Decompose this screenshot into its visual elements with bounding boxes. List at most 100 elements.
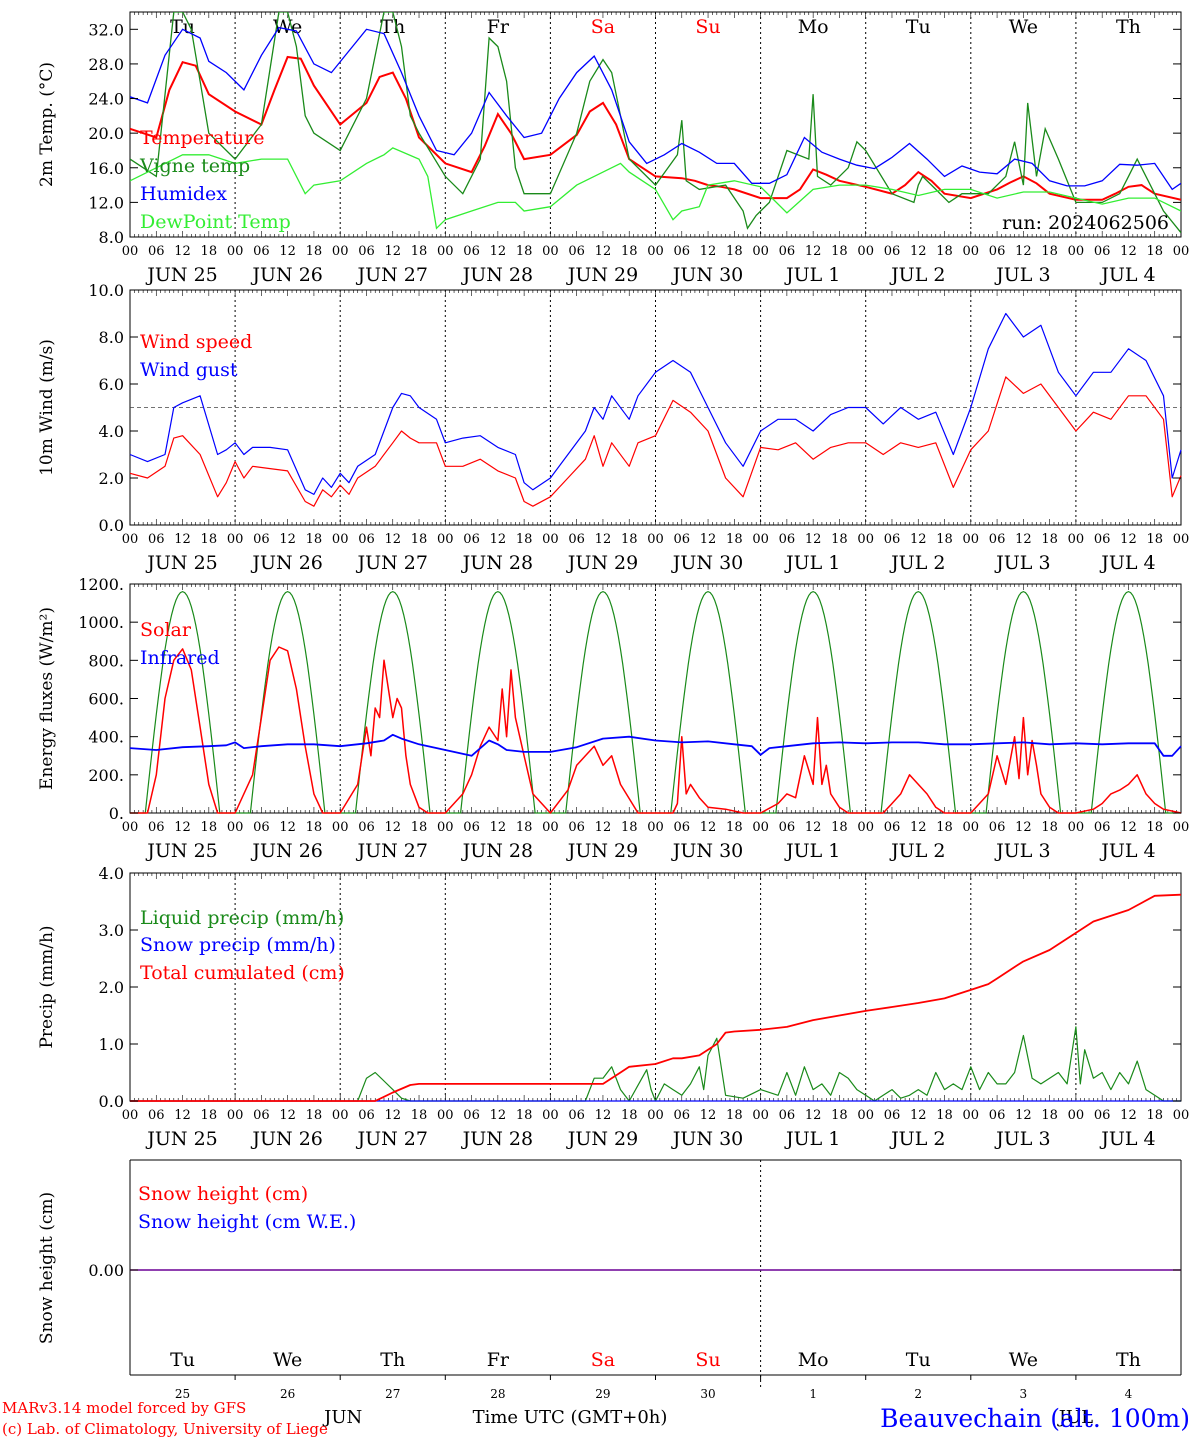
wind-hour-tick-label: 00 bbox=[752, 532, 769, 547]
flux-hour-tick-label: 00 bbox=[647, 820, 664, 835]
wind-hour-tick-label: 00 bbox=[227, 532, 244, 547]
flux-hour-tick-label: 06 bbox=[779, 820, 796, 835]
wind-hour-tick-label: 18 bbox=[411, 532, 428, 547]
precip-hour-tick-label: 06 bbox=[884, 1108, 901, 1123]
footer-model-text: MARv3.14 model forced by GFS bbox=[2, 1399, 246, 1417]
wind-hour-tick-label: 06 bbox=[253, 532, 270, 547]
flux-hour-tick-label: 18 bbox=[936, 820, 953, 835]
temp-series-line bbox=[130, 55, 1181, 201]
snow-day-label: Fr bbox=[487, 1349, 510, 1371]
precip-hour-tick-label: 12 bbox=[700, 1108, 717, 1123]
wind-y-tick-label: 8.0 bbox=[99, 328, 124, 347]
precip-hour-tick-label: 18 bbox=[306, 1108, 323, 1123]
flux-date-label: JUL 2 bbox=[889, 840, 945, 862]
temp-hour-tick-label: 00 bbox=[122, 244, 139, 259]
temp-axis-label: 2m Temp. (°C) bbox=[37, 62, 57, 187]
flux-hour-tick-label: 12 bbox=[910, 820, 927, 835]
flux-hour-tick-label: 12 bbox=[595, 820, 612, 835]
flux-hour-tick-label: 06 bbox=[148, 820, 165, 835]
precip-hour-tick-label: 12 bbox=[595, 1108, 612, 1123]
wind-hour-tick-label: 12 bbox=[490, 532, 507, 547]
flux-hour-tick-label: 06 bbox=[884, 820, 901, 835]
precip-axis-label: Precip (mm/h) bbox=[37, 925, 57, 1048]
wind-hour-tick-label: 12 bbox=[174, 532, 191, 547]
precip-date-label: JUN 27 bbox=[356, 1128, 428, 1150]
wind-hour-tick-label: 12 bbox=[279, 532, 296, 547]
temp-hour-tick-label: 00 bbox=[857, 244, 874, 259]
temp-y-tick-label: 8.0 bbox=[99, 228, 124, 247]
temp-date-label: JUN 25 bbox=[145, 264, 217, 286]
flux-hour-tick-label: 12 bbox=[279, 820, 296, 835]
wind-y-tick-label: 4.0 bbox=[99, 422, 124, 441]
flux-date-label: JUN 25 bbox=[145, 840, 217, 862]
flux-date-label: JUN 30 bbox=[671, 840, 743, 862]
flux-hour-tick-label: 12 bbox=[384, 820, 401, 835]
temp-day-label: Mo bbox=[798, 16, 829, 38]
precip-hour-tick-label: 00 bbox=[1173, 1108, 1190, 1123]
flux-date-label: JUL 3 bbox=[994, 840, 1050, 862]
precip-hour-tick-label: 06 bbox=[674, 1108, 691, 1123]
day-number-label: 27 bbox=[385, 1387, 400, 1401]
wind-hour-tick-label: 00 bbox=[122, 532, 139, 547]
temp-hour-tick-label: 18 bbox=[1041, 244, 1058, 259]
snow-day-label: Th bbox=[1116, 1349, 1141, 1371]
flux-hour-tick-label: 00 bbox=[437, 820, 454, 835]
day-number-label: 25 bbox=[175, 1387, 190, 1401]
flux-hour-tick-label: 12 bbox=[490, 820, 507, 835]
flux-series-line bbox=[129, 733, 1182, 757]
flux-hour-tick-label: 06 bbox=[1094, 820, 1111, 835]
temp-legend-entry: Humidex bbox=[140, 183, 227, 205]
precip-hour-tick-label: 18 bbox=[621, 1108, 638, 1123]
temp-hour-tick-label: 06 bbox=[989, 244, 1006, 259]
precip-hour-tick-label: 12 bbox=[174, 1108, 191, 1123]
precip-hour-tick-label: 18 bbox=[726, 1108, 743, 1123]
temp-legend-entry: Vigne temp bbox=[139, 155, 250, 177]
temp-series-line bbox=[130, 26, 1181, 191]
temp-hour-tick-label: 00 bbox=[1173, 244, 1190, 259]
wind-y-tick-label: 10.0 bbox=[88, 281, 124, 300]
month-label: JUN bbox=[322, 1407, 362, 1428]
flux-hour-tick-label: 06 bbox=[463, 820, 480, 835]
flux-date-label: JUN 27 bbox=[356, 840, 428, 862]
wind-hour-tick-label: 06 bbox=[1094, 532, 1111, 547]
temp-legend-entry: DewPoint Temp bbox=[140, 211, 291, 233]
flux-legend-entry: Infrared bbox=[140, 647, 220, 669]
precip-hour-tick-label: 06 bbox=[148, 1108, 165, 1123]
temp-hour-tick-label: 00 bbox=[647, 244, 664, 259]
wind-hour-tick-label: 18 bbox=[621, 532, 638, 547]
temp-day-label: Th bbox=[380, 16, 405, 38]
precip-y-tick-label: 2.0 bbox=[99, 978, 124, 997]
temp-hour-tick-label: 12 bbox=[805, 244, 822, 259]
wind-date-label: JUL 4 bbox=[1099, 552, 1155, 574]
temp-date-label: JUN 26 bbox=[250, 264, 322, 286]
precip-hour-tick-label: 12 bbox=[279, 1108, 296, 1123]
run-annotation: run: 2024062506 bbox=[1002, 212, 1169, 234]
wind-legend-entry: Wind speed bbox=[140, 331, 252, 353]
wind-date-label: JUL 3 bbox=[994, 552, 1050, 574]
temp-series-line bbox=[130, 147, 1181, 230]
wind-date-label: JUN 27 bbox=[356, 552, 428, 574]
temp-legend-entry: Temperature bbox=[140, 127, 264, 149]
flux-hour-tick-label: 00 bbox=[227, 820, 244, 835]
wind-hour-tick-label: 12 bbox=[910, 532, 927, 547]
precip-hour-tick-label: 12 bbox=[805, 1108, 822, 1123]
temp-hour-tick-label: 12 bbox=[910, 244, 927, 259]
temp-series-line bbox=[130, 12, 1181, 234]
temp-hour-tick-label: 00 bbox=[227, 244, 244, 259]
flux-toa-curve bbox=[970, 590, 1076, 814]
flux-date-label: JUN 26 bbox=[250, 840, 322, 862]
temp-series-group bbox=[130, 12, 1181, 234]
temp-hour-tick-label: 06 bbox=[674, 244, 691, 259]
snow-day-label: We bbox=[1009, 1349, 1038, 1371]
temp-hour-tick-label: 18 bbox=[306, 244, 323, 259]
wind-legend-entry: Wind gust bbox=[140, 359, 238, 381]
precip-date-label: JUN 30 bbox=[671, 1128, 743, 1150]
station-label: Beauvechain (alt. 100m) bbox=[880, 1404, 1190, 1433]
flux-y-tick-label: 1200. bbox=[78, 575, 124, 594]
wind-hour-tick-label: 12 bbox=[595, 532, 612, 547]
wind-hour-tick-label: 12 bbox=[1015, 532, 1032, 547]
snow-day-label: Th bbox=[380, 1349, 405, 1371]
precip-date-label: JUL 2 bbox=[889, 1128, 945, 1150]
wind-hour-tick-label: 06 bbox=[568, 532, 585, 547]
